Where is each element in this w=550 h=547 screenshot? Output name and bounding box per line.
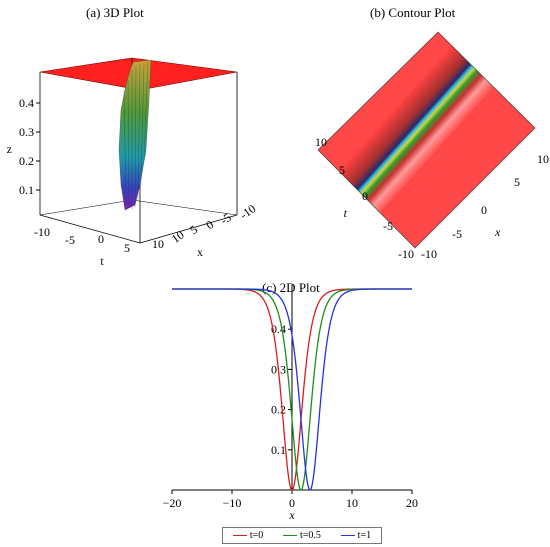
line-plot-2d: −20 −10 0 10 200.10.20.30.4 x [163,285,418,522]
surface-mesh-lines [123,61,149,210]
t-tick-label: -5 [65,233,75,247]
contour-x-axis: 10 5 0 -5 -10 x [421,152,549,261]
t-axis: -10 -5 0 5 10 t [34,225,164,268]
x-tick-label: 5 [187,222,200,237]
box-edge [39,199,133,216]
contour-plot: 10 5 0 -5 -10 t 10 5 0 -5 -10 x [315,31,549,261]
z-axis: 0.4 0.3 0.2 0.1 z [7,96,40,197]
t-tick-label: -10 [34,225,50,239]
x-tick-label: 20 [406,496,418,510]
x-tick-label: -10 [421,247,437,261]
box-edge [139,214,238,244]
z-tick-label: 0.1 [19,183,34,197]
x-tick-label: 0 [481,203,487,217]
x-tick-label: 5 [514,175,520,189]
box-edge [131,199,238,216]
panel-a-title: (a) 3D Plot [86,5,144,20]
panel-b-title: (b) Contour Plot [370,5,456,20]
legend-item-t05: t=0.5 [283,530,321,541]
z-tick-label: 0.2 [19,154,34,168]
x-axis: 10 5 0 -5 -10 x [169,201,258,259]
t-tick-label: 0 [362,189,368,203]
x-tick-label: 0 [203,217,216,232]
surface-3d-plot: 0.4 0.3 0.2 0.1 z -10 -5 0 5 10 t 10 5 0… [7,57,258,268]
t-tick-label: -5 [383,219,393,233]
contour-t-axis: 10 5 0 -5 -10 t [315,135,414,261]
legend-label: t=0 [249,530,264,541]
t-tick-label: 0 [98,232,104,246]
legend: t=0 t=0.5 t=1 [222,527,382,544]
t-tick-label: 5 [124,241,130,255]
x-axis-label: x [197,245,203,259]
x-tick-label: 10 [346,496,358,510]
legend-swatch [232,535,247,536]
box-edge [39,214,141,244]
x-tick-label: 10 [537,152,549,166]
legend-item-t0: t=0 [232,530,264,541]
legend-swatch [283,535,298,536]
z-axis-label: z [7,142,12,156]
legend-item-t1: t=1 [340,530,372,541]
y-tick-label: 0.1 [271,443,286,457]
x-tick-label: −20 [163,496,182,510]
x-tick-label: -10 [237,201,258,222]
z-tick-label: 0.3 [19,125,34,139]
legend-label: t=0.5 [300,530,321,541]
plot-series [172,288,412,491]
t-axis-label: t [344,206,348,220]
series-line-t=1 [172,288,412,491]
x-tick-label: −10 [223,496,242,510]
t-axis-label: t [100,254,104,268]
t-tick-label: 10 [152,237,164,251]
x-tick-label: 0 [289,496,295,510]
z-tick-label: 0.4 [19,96,34,110]
x-axis-label: x [288,508,295,522]
y-tick-label: 0.2 [271,403,286,417]
panel-c-title: (c) 2D Plot [262,280,320,295]
t-tick-label: -10 [398,247,414,261]
legend-label: t=1 [357,530,372,541]
legend-swatch [340,535,355,536]
contour-frame [317,31,536,249]
x-axis-label: x [494,225,501,239]
x-tick-label: -5 [452,227,462,241]
t-tick-label: 10 [315,135,327,149]
t-tick-label: 5 [339,163,345,177]
